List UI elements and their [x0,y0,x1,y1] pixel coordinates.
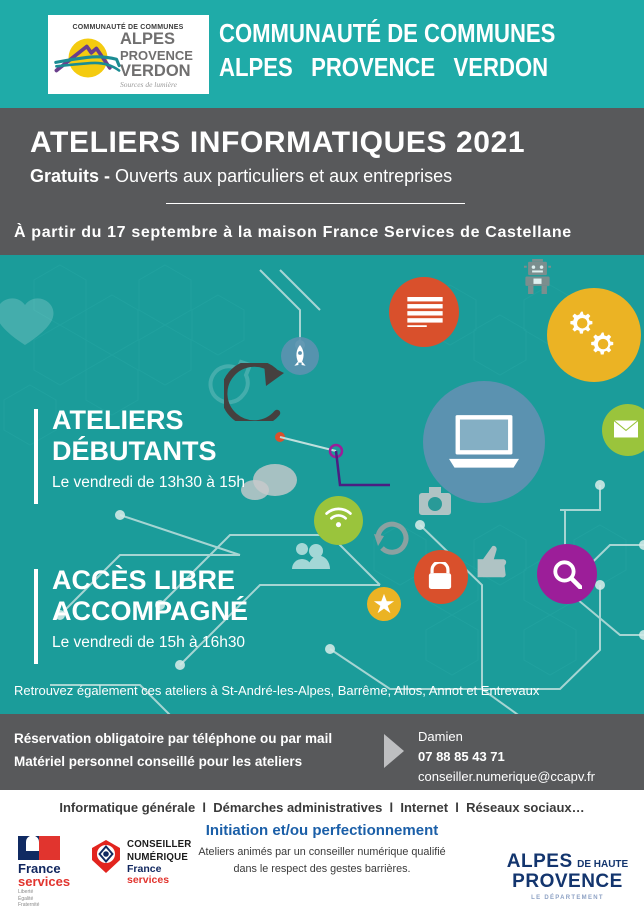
svg-text:PROVENCE: PROVENCE [120,48,193,63]
svg-text:Sources de lumière: Sources de lumière [120,80,178,89]
svg-text:ALPES: ALPES [120,30,175,48]
svg-text:VERDON: VERDON [120,62,191,80]
